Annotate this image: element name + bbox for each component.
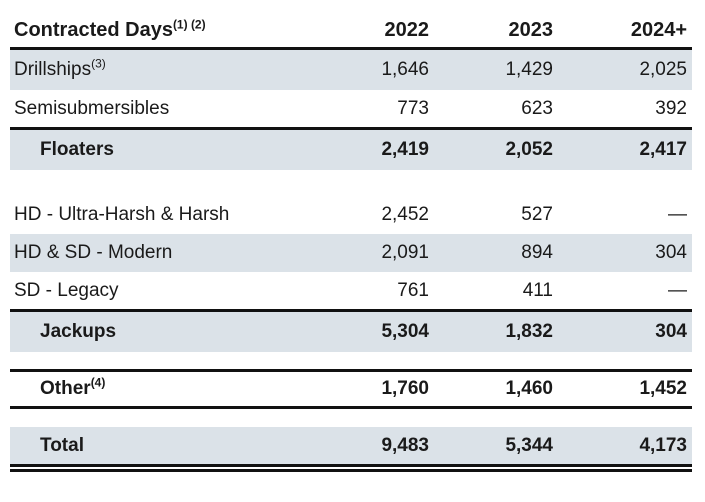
cell-2022: 5,304 <box>381 321 429 342</box>
cell-2024plus: 304 <box>655 321 687 342</box>
row-other: Other(4) 1,760 1,460 1,452 <box>10 369 692 409</box>
row-label: HD & SD - Modern <box>14 242 173 263</box>
table-header-row: Contracted Days(1) (2) 2022 2023 2024+ <box>10 14 692 50</box>
cell-2024plus: 2,417 <box>639 139 687 160</box>
cell-2023: 527 <box>521 204 553 225</box>
cell-2022: 1,646 <box>381 59 429 80</box>
row-footnote-marker: (4) <box>90 375 106 390</box>
row-semisubmersibles: Semisubmersibles 773 623 392 <box>10 90 692 130</box>
row-drillships: Drillships(3) 1,646 1,429 2,025 <box>10 50 692 90</box>
row-label: Other(4) <box>10 375 314 400</box>
total-double-rule <box>10 469 692 472</box>
row-floaters-subtotal: Floaters 2,419 2,052 2,417 <box>10 130 692 170</box>
row-hd-sd-modern: HD & SD - Modern 2,091 894 304 <box>10 234 692 272</box>
section-spacer <box>10 352 692 369</box>
section-spacer <box>10 409 692 427</box>
cell-2023: 1,429 <box>505 59 553 80</box>
row-label: Drillships(3) <box>10 56 314 81</box>
row-label-text: Other <box>40 378 91 399</box>
row-sd-legacy: SD - Legacy 761 411 — <box>10 272 692 312</box>
cell-2024plus: 2,025 <box>639 59 687 80</box>
header-col-2023: 2023 <box>508 19 554 41</box>
cell-2022: 761 <box>397 279 429 301</box>
header-title: Contracted Days(1) (2) <box>10 17 314 42</box>
cell-2022: 773 <box>397 97 429 119</box>
header-col-2024plus: 2024+ <box>630 19 687 41</box>
cell-2022: 2,419 <box>381 139 429 160</box>
cell-2024plus: — <box>668 279 687 301</box>
cell-2022: 2,452 <box>381 204 429 225</box>
row-label: Semisubmersibles <box>14 97 170 119</box>
row-jackups-subtotal: Jackups 5,304 1,832 304 <box>10 312 692 352</box>
cell-2023: 1,832 <box>505 321 553 342</box>
cell-2024plus: — <box>668 204 687 225</box>
cell-2023: 1,460 <box>505 378 553 399</box>
row-label: HD - Ultra-Harsh & Harsh <box>14 204 230 225</box>
row-label: Total <box>40 434 84 456</box>
row-total: Total 9,483 5,344 4,173 <box>10 427 692 467</box>
row-footnote-marker: (3) <box>91 56 106 71</box>
cell-2024plus: 392 <box>655 97 687 119</box>
row-label-text: Drillships <box>14 59 92 80</box>
cell-2023: 894 <box>521 242 553 263</box>
cell-2024plus: 1,452 <box>639 378 687 399</box>
row-label: SD - Legacy <box>14 279 119 301</box>
cell-2022: 1,760 <box>381 378 429 399</box>
header-title-text: Contracted Days <box>14 19 173 41</box>
cell-2023: 411 <box>522 279 553 301</box>
header-col-2022: 2022 <box>384 19 430 41</box>
row-label: Floaters <box>40 139 114 160</box>
cell-2022: 2,091 <box>381 242 429 263</box>
section-spacer <box>10 170 692 196</box>
cell-2024plus: 4,173 <box>639 434 687 456</box>
cell-2023: 5,344 <box>505 434 553 456</box>
row-label: Jackups <box>40 321 117 342</box>
row-hd-ultra-harsh-harsh: HD - Ultra-Harsh & Harsh 2,452 527 — <box>10 196 692 234</box>
cell-2023: 2,052 <box>505 139 553 160</box>
header-footnote-marker: (1) (2) <box>172 17 206 32</box>
cell-2023: 623 <box>521 97 553 119</box>
cell-2022: 9,483 <box>381 434 429 456</box>
cell-2024plus: 304 <box>655 242 687 263</box>
contracted-days-table: Contracted Days(1) (2) 2022 2023 2024+ D… <box>10 14 692 472</box>
